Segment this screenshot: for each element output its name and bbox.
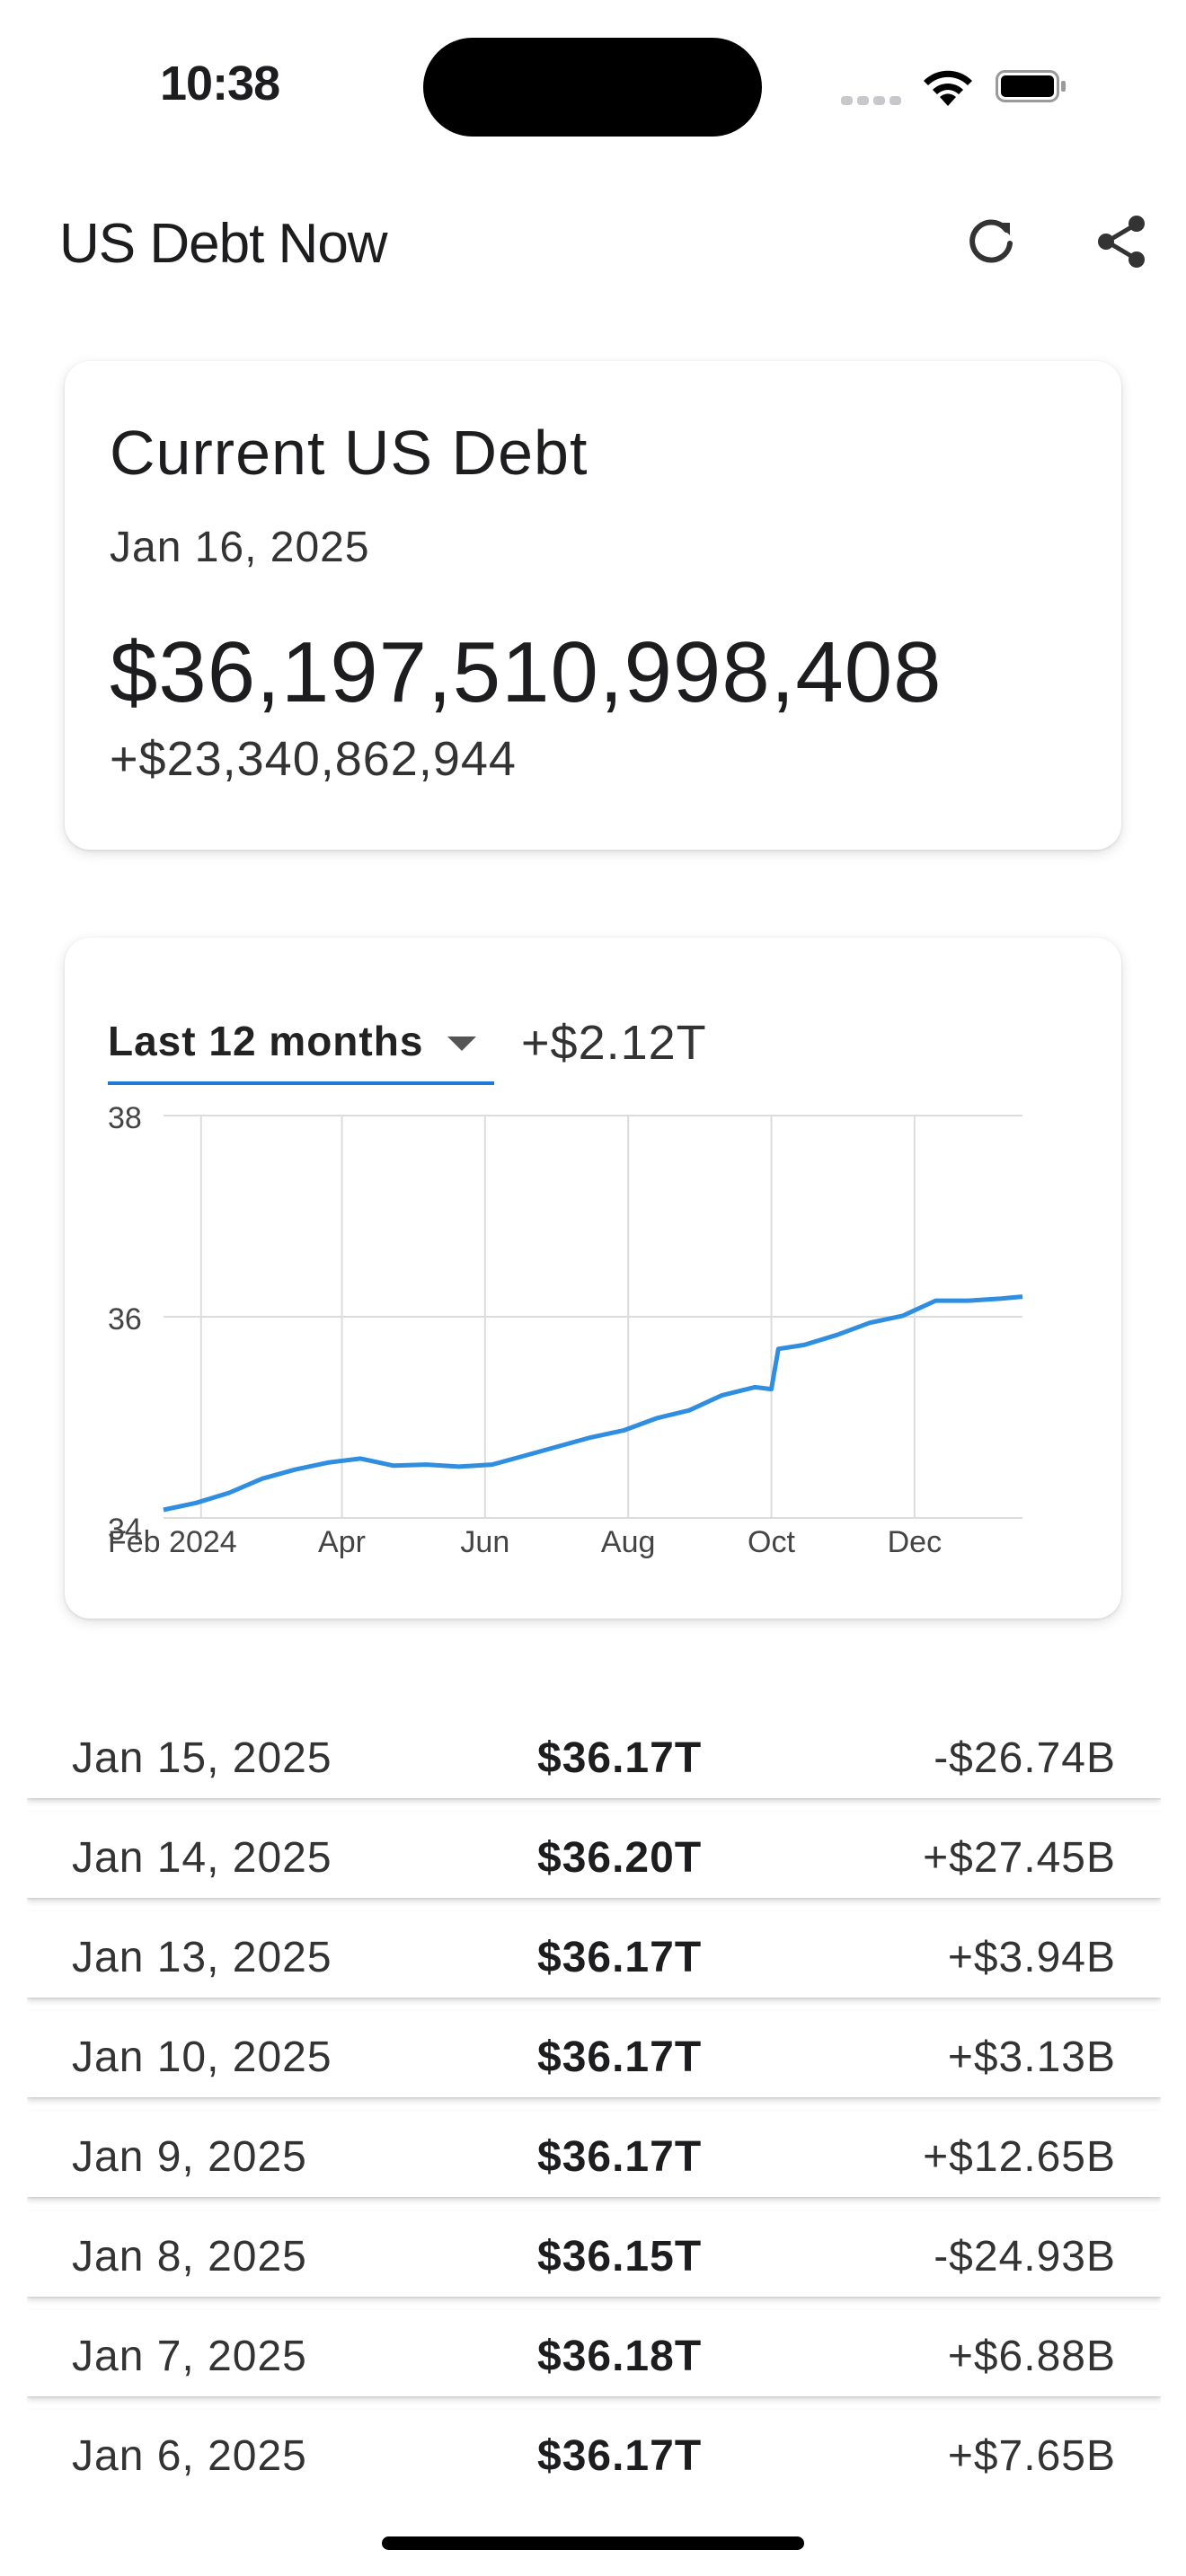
refresh-icon[interactable] (965, 214, 1017, 266)
debt-history-list: Jan 15, 2025 $36.17T -$26.74B Jan 14, 2025 $… (27, 1712, 1161, 2479)
current-debt-card: Current US Debt Jan 16, 2025 $36,197,510… (65, 361, 1121, 850)
share-icon[interactable] (1094, 214, 1150, 269)
debt-date: Jan 16, 2025 (110, 524, 370, 571)
status-time: 10:38 (160, 57, 280, 110)
history-date: Jan 9, 2025 (72, 2133, 307, 2181)
history-change: +$7.65B (947, 2432, 1116, 2479)
history-change: -$24.93B (934, 2233, 1116, 2280)
history-change: +$3.13B (947, 2033, 1116, 2081)
history-row: Jan 13, 2025 $36.17T +$3.94B (27, 1911, 1161, 1998)
y-tick-label: 34 (108, 1513, 142, 1547)
history-date: Jan 6, 2025 (72, 2432, 307, 2479)
x-tick-label: Aug (601, 1525, 656, 1559)
history-value: $36.17T (537, 1934, 703, 1981)
history-date: Jan 10, 2025 (72, 2033, 332, 2081)
history-value: $36.20T (537, 1834, 703, 1882)
history-row: Jan 15, 2025 $36.17T -$26.74B (27, 1712, 1161, 1798)
history-value: $36.17T (537, 2432, 703, 2479)
history-value: $36.18T (537, 2333, 703, 2380)
history-date: Jan 15, 2025 (72, 1734, 332, 1782)
history-row: Jan 14, 2025 $36.20T +$27.45B (27, 1812, 1161, 1898)
debt-amount: $36,197,510,998,408 (110, 624, 943, 720)
history-change: -$26.74B (934, 1734, 1116, 1782)
history-value: $36.17T (537, 1734, 703, 1782)
debt-chart-card: 34 36 38 Feb 2024 Apr Jun Aug Oct Dec Last 12 mo… (65, 938, 1121, 1619)
history-row: Jan 9, 2025 $36.17T +$12.65B (27, 2111, 1161, 2197)
time-range-label: Last 12 months (108, 1018, 424, 1064)
time-range-dropdown[interactable]: Last 12 months (108, 975, 494, 1085)
x-tick-label: Jun (460, 1525, 509, 1559)
dynamic-island (423, 38, 762, 137)
app-title: US Debt Now (59, 213, 388, 275)
debt-heading: Current US Debt (110, 418, 589, 488)
debt-daily-change: +$23,340,862,944 (110, 732, 517, 786)
history-value: $36.17T (537, 2133, 703, 2181)
range-change: +$2.12T (521, 1016, 707, 1070)
history-row: Jan 10, 2025 $36.17T +$3.13B (27, 2011, 1161, 2097)
dropdown-caret-icon (447, 1037, 476, 1051)
history-row: Jan 7, 2025 $36.18T +$6.88B (27, 2310, 1161, 2396)
debt-series-line (163, 1294, 1023, 1513)
history-value: $36.17T (537, 2033, 703, 2081)
history-date: Jan 14, 2025 (72, 1834, 332, 1882)
history-change: +$12.65B (923, 2133, 1116, 2181)
x-tick-label: Dec (888, 1525, 942, 1559)
x-tick-label: Feb 2024 (108, 1525, 237, 1559)
history-change: +$27.45B (923, 1834, 1116, 1882)
y-tick-label: 38 (108, 1101, 142, 1135)
history-row: Jan 8, 2025 $36.15T -$24.93B (27, 2210, 1161, 2297)
y-tick-label: 36 (108, 1302, 142, 1337)
history-row: Jan 6, 2025 $36.17T +$7.65B (27, 2410, 1161, 2479)
history-value: $36.15T (537, 2233, 703, 2280)
x-tick-label: Apr (318, 1525, 366, 1559)
x-tick-label: Oct (748, 1525, 795, 1559)
history-date: Jan 13, 2025 (72, 1934, 332, 1981)
history-date: Jan 7, 2025 (72, 2333, 307, 2380)
history-change: +$6.88B (947, 2333, 1116, 2380)
wifi-icon (924, 70, 972, 106)
cellular-signal-icon (841, 93, 906, 110)
home-indicator (382, 2536, 804, 2550)
debt-line-chart: 34 36 38 Feb 2024 Apr Jun Aug Oct Dec (108, 1101, 1023, 1559)
history-date: Jan 8, 2025 (72, 2233, 307, 2280)
battery-icon (996, 70, 1066, 102)
history-change: +$3.94B (947, 1934, 1116, 1981)
